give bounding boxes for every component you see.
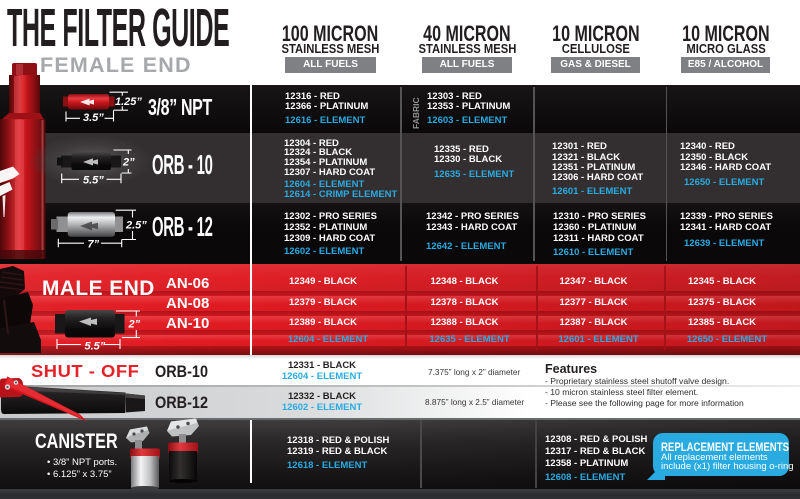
svg-text:1.25”: 1.25”	[115, 96, 142, 108]
svg-text:3.5”: 3.5”	[83, 112, 104, 124]
svg-text:7”: 7”	[88, 239, 100, 251]
svg-text:2.5”: 2.5”	[125, 220, 147, 232]
svg-text:5.5”: 5.5”	[83, 175, 104, 187]
svg-text:2”: 2”	[128, 319, 141, 331]
svg-text:2”: 2”	[122, 157, 135, 169]
svg-text:5.5”: 5.5”	[85, 341, 106, 353]
